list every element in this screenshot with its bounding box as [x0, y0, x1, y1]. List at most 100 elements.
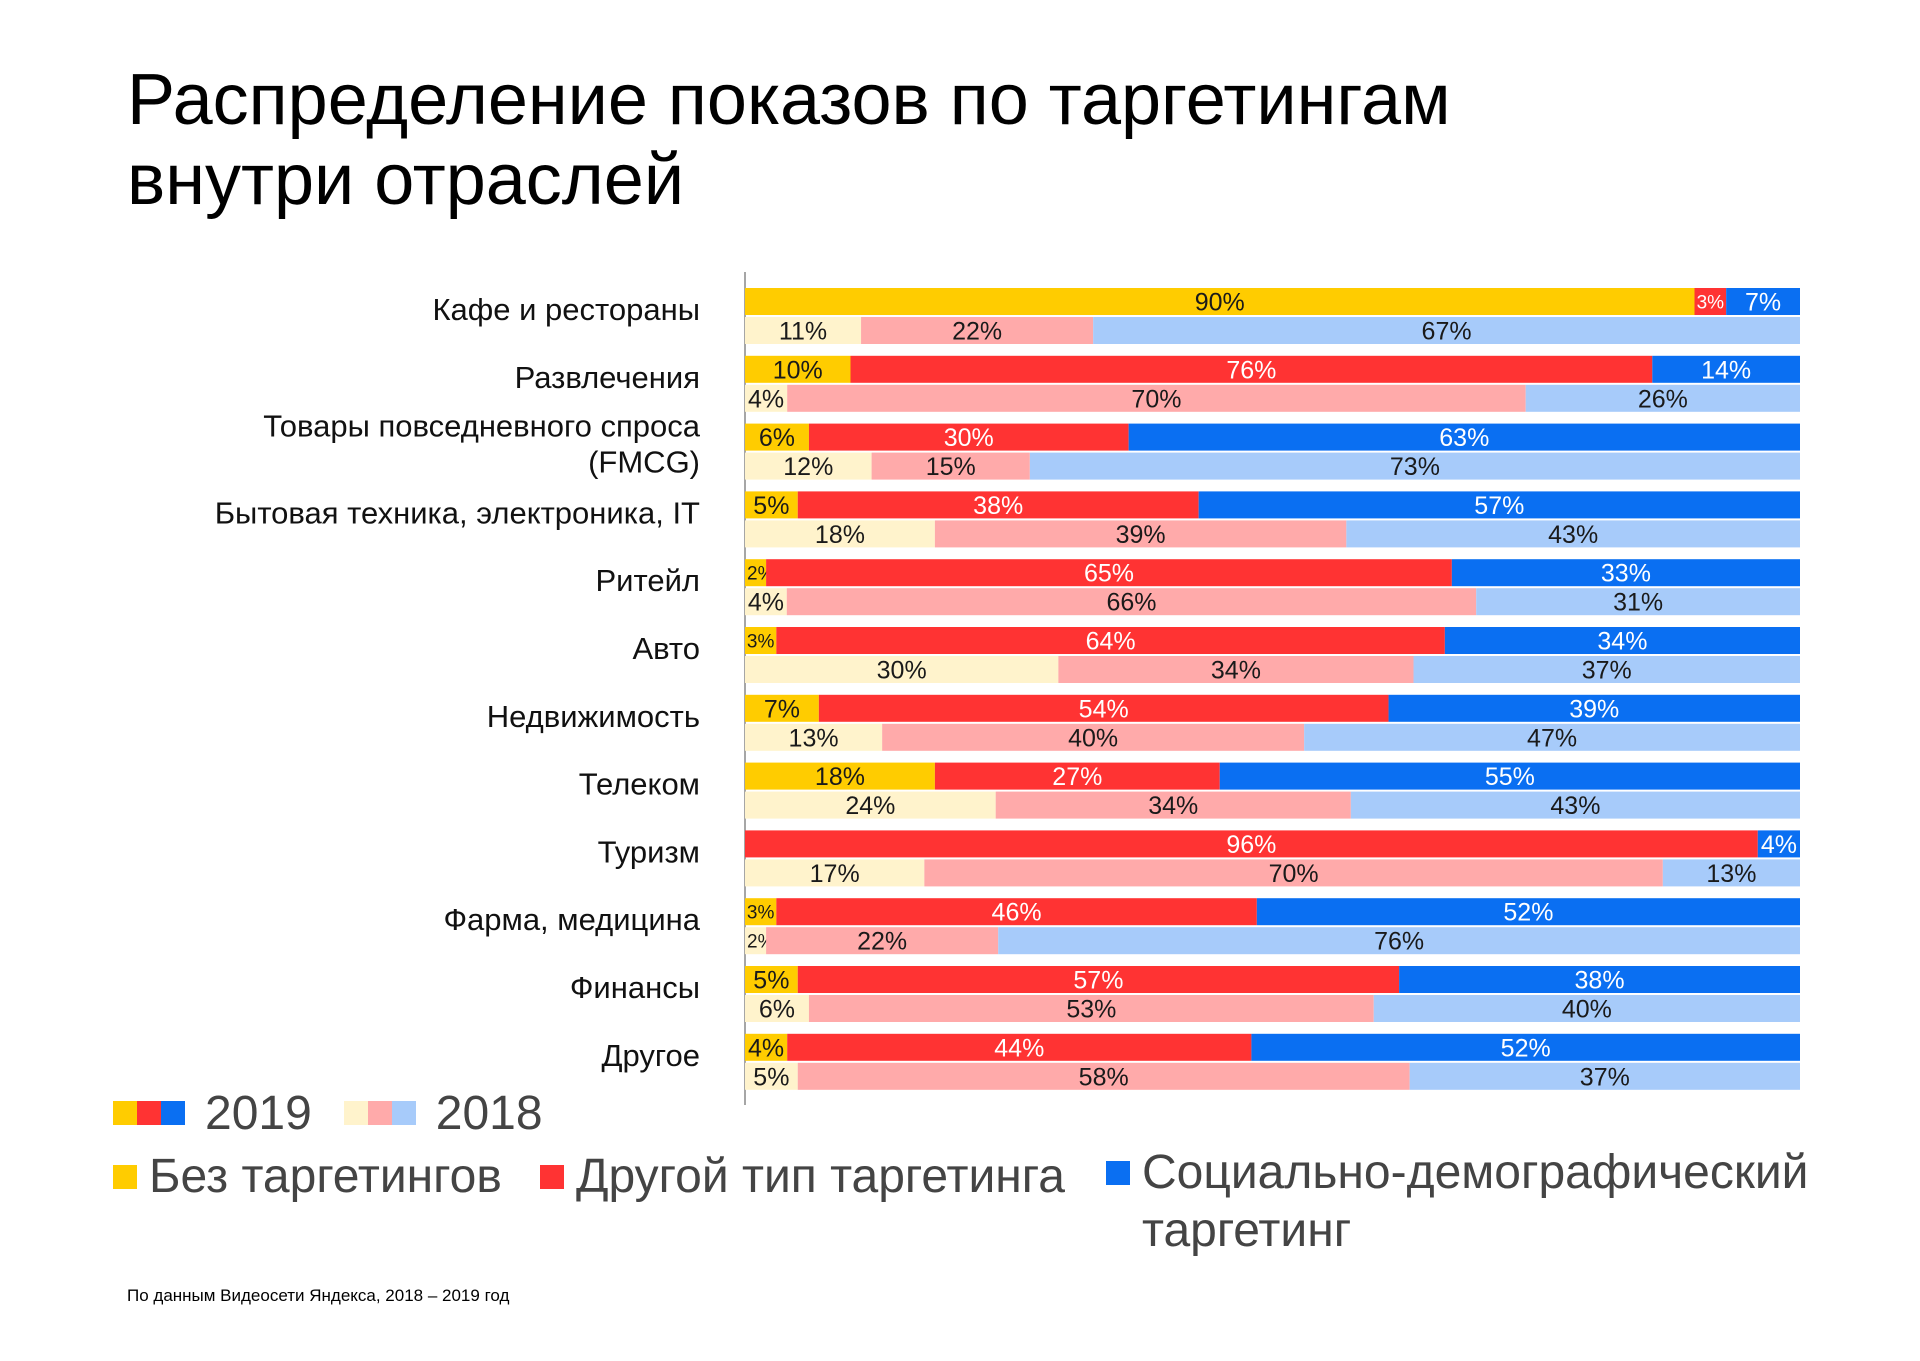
data-label-2019-no-targeting: 6%	[759, 424, 795, 452]
bar-2019-no-targeting	[745, 423, 809, 451]
legend-2018-swatches	[343, 1101, 416, 1125]
data-label-2019-other-targeting: 76%	[1226, 356, 1276, 384]
data-label-2019-no-targeting: 5%	[753, 492, 789, 520]
bar-2019-no-targeting	[745, 288, 1695, 315]
legend-label-other-targeting: Другой тип таргетинга	[576, 1150, 1065, 1203]
category-label: Финансы	[570, 970, 700, 1005]
category-label: Другое	[602, 1038, 701, 1073]
source-footnote: По данным Видеосети Яндекса, 2018 – 2019…	[127, 1286, 510, 1305]
data-label-2018-no-targeting: 12%	[783, 453, 833, 481]
legend-2019-label: 2019	[205, 1086, 312, 1140]
data-label-2018-other-targeting: 34%	[1211, 657, 1261, 685]
bar-2018-other-targeting	[766, 927, 999, 955]
data-label-2018-other-targeting: 53%	[1066, 996, 1116, 1024]
bar-2018-sociodemographic	[1409, 1062, 1800, 1090]
category-label-line-2: (FMCG)	[588, 445, 700, 480]
data-label-2019-no-targeting: 90%	[1195, 289, 1245, 317]
data-label-2019-no-targeting: 5%	[753, 967, 789, 995]
data-label-2018-other-targeting: 39%	[1116, 521, 1166, 549]
data-label-2018-other-targeting: 34%	[1148, 792, 1198, 820]
bar-2018-no-targeting	[745, 384, 788, 412]
category-label: Недвижимость	[487, 699, 700, 734]
legend-2019-swatch-sociodemographic	[161, 1101, 185, 1125]
data-label-2018-sociodemographic: 37%	[1582, 657, 1632, 685]
bar-2018-sociodemographic	[1350, 791, 1800, 819]
legend-label-no-targeting: Без таргетингов	[149, 1150, 502, 1203]
data-label-2018-sociodemographic: 43%	[1550, 792, 1600, 820]
bar-2019-sociodemographic	[1388, 694, 1800, 722]
bar-2019-sociodemographic	[1128, 423, 1800, 451]
data-label-2018-no-targeting: 5%	[753, 1063, 789, 1091]
bar-2019-other-targeting	[850, 355, 1653, 383]
bar-2019-sociodemographic	[1757, 830, 1800, 858]
bar-2019-no-targeting	[745, 898, 777, 926]
bar-2019-other-targeting	[808, 423, 1129, 451]
data-label-2019-sociodemographic: 38%	[1575, 967, 1625, 995]
legend-2018-swatch-sociodemographic	[391, 1101, 416, 1125]
data-label-2018-no-targeting: 4%	[748, 385, 784, 413]
legend-2019-swatch-no-targeting	[113, 1101, 137, 1125]
bar-2019-sociodemographic	[1726, 288, 1800, 315]
data-label-2019-sociodemographic: 7%	[1745, 289, 1781, 317]
bar-2018-no-targeting	[745, 995, 809, 1022]
legend-label-sociodemographic-line-2: таргетинг	[1142, 1204, 1352, 1257]
data-label-2018-other-targeting: 70%	[1131, 385, 1181, 413]
bar-2019-sociodemographic	[1399, 966, 1800, 993]
data-label-2018-no-targeting: 6%	[759, 996, 795, 1024]
bar-2019-other-targeting	[818, 694, 1389, 722]
data-label-2019-no-targeting: 3%	[747, 903, 775, 924]
category-label: Кафе и рестораны	[432, 292, 700, 327]
data-label-2018-no-targeting: 13%	[789, 724, 839, 752]
bar-2018-sociodemographic	[1525, 384, 1800, 412]
bar-2018-other-targeting	[934, 520, 1347, 548]
bar-2019-no-targeting	[745, 559, 767, 587]
legend-2018-swatch-no-targeting	[343, 1101, 368, 1125]
legend-2018-swatch-other-targeting	[367, 1101, 392, 1125]
category-label: Телеком	[579, 767, 700, 802]
bar-2019-no-targeting	[745, 627, 777, 654]
legend-2018-label: 2018	[435, 1086, 543, 1140]
bar-2019-no-targeting	[745, 355, 851, 383]
data-label-2018-other-targeting: 66%	[1106, 589, 1156, 617]
bar-2018-other-targeting	[797, 1062, 1410, 1090]
data-label-2018-other-targeting: 70%	[1269, 860, 1319, 888]
legend-swatch-no-targeting	[113, 1165, 137, 1189]
bar-2018-no-targeting	[745, 452, 872, 480]
data-label-2019-sociodemographic: 57%	[1474, 492, 1524, 520]
data-label-2018-sociodemographic: 37%	[1580, 1063, 1630, 1091]
bar-2018-no-targeting	[745, 1062, 798, 1090]
data-label-2018-sociodemographic: 76%	[1374, 928, 1424, 956]
data-label-2018-sociodemographic: 13%	[1706, 860, 1756, 888]
legend-swatch-other-targeting	[540, 1165, 564, 1189]
legend-label-sociodemographic-line-1: Социально-демографический	[1142, 1146, 1809, 1199]
category-label: Авто	[632, 631, 700, 666]
bar-2018-no-targeting	[745, 927, 767, 955]
data-label-2018-no-targeting: 11%	[779, 318, 827, 346]
data-label-2018-sociodemographic: 40%	[1562, 996, 1612, 1024]
bar-2019-other-targeting	[776, 627, 1445, 654]
data-label-2019-sociodemographic: 52%	[1501, 1034, 1551, 1062]
bar-2018-other-targeting	[861, 317, 1094, 344]
data-label-2019-no-targeting: 10%	[773, 356, 823, 384]
data-label-2019-sociodemographic: 52%	[1503, 899, 1553, 927]
bar-2018-other-targeting	[924, 859, 1663, 887]
data-label-2018-other-targeting: 58%	[1079, 1063, 1129, 1091]
bar-2018-no-targeting	[745, 723, 883, 751]
bar-2018-other-targeting	[786, 588, 1477, 616]
data-label-2018-sociodemographic: 47%	[1527, 724, 1577, 752]
data-label-2019-other-targeting: 44%	[994, 1034, 1044, 1062]
page-title-line-2: внутри отраслей	[127, 140, 685, 220]
bar-2019-other-targeting	[934, 762, 1220, 790]
bar-2019-sociodemographic	[1251, 1033, 1800, 1061]
bar-2018-sociodemographic	[1346, 520, 1800, 548]
data-label-2018-other-targeting: 22%	[952, 318, 1002, 346]
bar-2019-other-targeting	[787, 1033, 1252, 1061]
bar-2018-no-targeting	[745, 791, 996, 819]
data-label-2018-sociodemographic: 43%	[1548, 521, 1598, 549]
bar-2019-other-targeting	[797, 966, 1400, 993]
page-title: Распределение показов по таргетингам вну…	[127, 60, 1627, 220]
data-label-2018-no-targeting: 30%	[877, 657, 927, 685]
bar-2019-sociodemographic	[1444, 627, 1800, 654]
bar-2018-sociodemographic	[1413, 656, 1800, 683]
data-label-2019-sociodemographic: 33%	[1601, 560, 1651, 588]
